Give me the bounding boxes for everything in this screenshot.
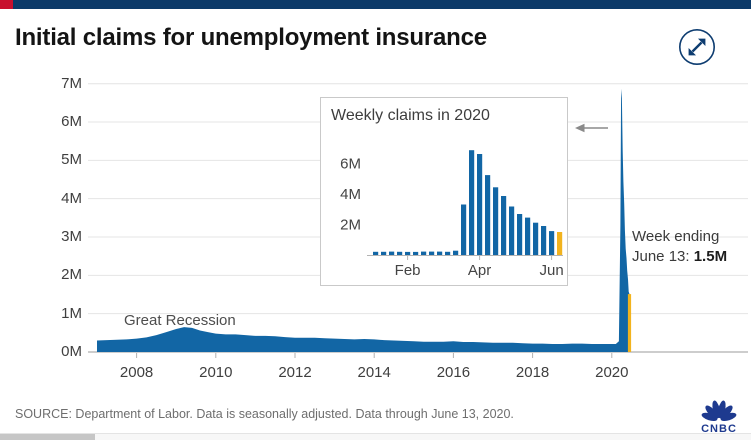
inset-bar: [477, 154, 483, 255]
inset-y-label: 4M: [340, 186, 361, 203]
inset-bar: [557, 232, 563, 255]
inset-bar: [533, 222, 539, 255]
scrollbar-thumb[interactable]: [0, 434, 95, 440]
inset-bar: [405, 251, 411, 255]
inset-bar: [517, 214, 523, 255]
inset-bar: [373, 251, 379, 255]
inset-bar: [413, 251, 419, 255]
inset-y-label: 2M: [340, 217, 361, 234]
week-ending-line2: June 13:: [632, 248, 694, 265]
inset-bar: [461, 204, 467, 255]
inset-bar: [549, 231, 555, 255]
inset-bar: [509, 206, 515, 255]
inset-bar: [485, 175, 491, 255]
expand-button[interactable]: [677, 27, 717, 67]
x-axis-label: 2018: [515, 364, 550, 381]
inset-bar: [493, 187, 499, 255]
inset-bar: [453, 250, 459, 255]
expand-diagonal-arrows-icon: [678, 28, 716, 66]
y-axis-label: 0M: [61, 343, 82, 360]
inset-bar: [421, 251, 427, 255]
great-recession-label: Great Recession: [124, 312, 236, 329]
inset-x-label: Feb: [395, 262, 421, 279]
inset-bar: [469, 150, 475, 255]
page-title: Initial claims for unemployment insuranc…: [15, 24, 487, 51]
inset-bar: [429, 251, 435, 255]
y-axis-label: 1M: [61, 304, 82, 322]
nbc-peacock-icon: [701, 400, 737, 422]
logo-text: CNBC: [701, 423, 737, 434]
scrollbar-track[interactable]: [0, 433, 751, 440]
inset-panel: Weekly claims in 2020 Feb Apr Jun 2M 4M 6M: [320, 97, 568, 286]
y-axis-label: 6M: [61, 113, 82, 131]
left-arrow-icon: [575, 123, 608, 133]
source-text: SOURCE: Department of Labor. Data is sea…: [15, 407, 514, 421]
inset-x-label: Jun: [540, 262, 564, 279]
inset-bar: [381, 251, 387, 255]
top-accent-bar-red-segment: [0, 0, 13, 9]
inset-bar-chart: Feb Apr Jun 2M 4M 6M: [340, 150, 564, 279]
x-axis-label: 2016: [436, 364, 471, 381]
x-axis-label: 2012: [278, 364, 312, 381]
inset-y-label: 6M: [340, 156, 361, 173]
inset-bar: [437, 251, 443, 255]
week-ending-annotation: Week ending June 13: 1.5M: [632, 227, 750, 267]
x-axis-label: 2008: [119, 364, 154, 381]
week-ending-line1: Week ending: [632, 228, 720, 245]
y-axis-label: 7M: [61, 74, 82, 92]
week-ending-value: 1.5M: [693, 248, 728, 265]
top-accent-bar: [0, 0, 751, 9]
y-axis-label: 3M: [61, 228, 82, 245]
inset-bar: [501, 196, 507, 255]
inset-bar: [541, 226, 547, 255]
cnbc-logo: CNBC: [701, 400, 737, 434]
inset-bar: [525, 217, 531, 255]
x-axis-label: 2020: [595, 364, 629, 381]
y-axis-label: 4M: [61, 189, 82, 207]
y-axis-label: 5M: [61, 151, 82, 169]
inset-bar: [397, 251, 403, 255]
x-axis-label: 2010: [199, 364, 233, 381]
inset-title: Weekly claims in 2020: [331, 107, 490, 124]
latest-week-bar: [627, 294, 632, 352]
inset-bar: [445, 251, 451, 255]
inset-bar: [389, 251, 395, 255]
y-axis-label: 2M: [61, 266, 82, 284]
x-axis-label: 2014: [357, 364, 391, 381]
inset-x-label: Apr: [468, 262, 491, 279]
